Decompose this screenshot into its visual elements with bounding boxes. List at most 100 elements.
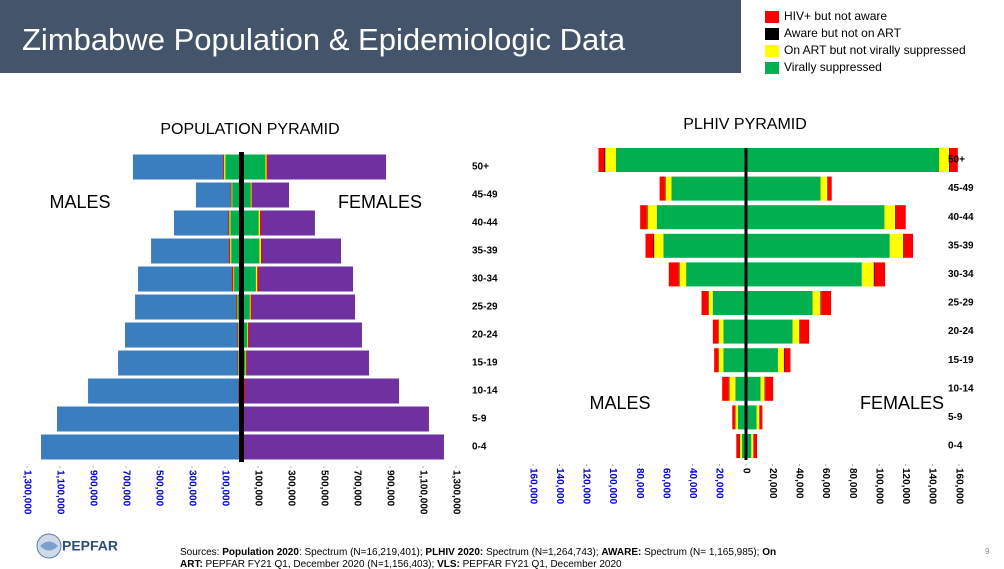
stack-segment [230,210,242,236]
stack-segment [746,434,752,458]
stack-segment [249,294,251,320]
stack-segment [241,210,259,236]
stack-segment [746,348,778,373]
stack-segment [792,319,800,344]
stack-segment [889,233,904,258]
stack-segment [735,376,746,401]
x-tick-label: 40,000 [794,468,805,499]
stack-segment [230,182,232,208]
stack-segment [233,266,235,292]
x-tick-label: 1,100,000 [54,470,65,515]
stack-segment [679,262,687,287]
legend-label: On ART but not virally suppressed [784,43,966,57]
x-tick-label: 80,000 [847,468,858,499]
x-tick-label: 20,000 [767,468,778,499]
stack-segment [241,266,256,292]
stack-segment [812,291,821,315]
legend-swatch [765,62,779,74]
stack-segment [735,405,739,430]
legend-label: Aware but not on ART [784,26,902,40]
stack-segment [746,405,757,430]
stack-segment [238,378,240,404]
legend-swatch [765,45,779,57]
stack-segment [659,176,665,201]
stack-segment [759,405,763,430]
population-bar [241,266,354,292]
x-tick-label: 120,000 [900,468,911,505]
stack-segment [732,405,735,430]
population-bar [125,322,242,348]
stack-segment [235,294,237,320]
category-label: 15-19 [472,358,498,369]
stack-segment [746,176,821,201]
stack-segment [265,154,267,180]
side-label: FEMALES [338,192,422,212]
x-tick-label: 300,000 [186,470,197,507]
category-label: 5-9 [472,414,487,425]
stack-segment [723,348,746,373]
stack-segment [238,350,239,376]
population-bar [151,238,242,264]
footer-segment: Population 2020 [222,547,299,558]
legend-label: Virally suppressed [784,60,882,74]
stack-segment [234,266,242,292]
stack-segment [827,176,832,201]
pepfar-logo: PEPFAR [36,533,118,559]
stack-segment [257,266,259,292]
category-label: 50+ [948,155,965,166]
x-tick-label: 100,000 [873,468,884,505]
stack-segment [678,262,680,287]
category-label: 30-34 [472,274,498,285]
stack-segment [729,376,736,401]
stack-segment [238,322,239,348]
population-bar [241,294,356,320]
stack-segment [266,154,268,180]
stack-segment [712,291,746,315]
stack-segment [231,182,233,208]
stack-segment [598,148,605,172]
stack-segment [243,378,245,404]
footer-segment: PLHIV 2020: [425,547,483,558]
stack-segment [765,376,774,401]
stack-segment [604,148,606,172]
x-tick-label: 60,000 [820,468,831,499]
stack-segment [224,154,226,180]
stack-segment [686,262,746,287]
population-bar [241,378,400,404]
population-bar [135,294,242,320]
stack-segment [799,319,810,344]
chart-title: POPULATION PYRAMID [160,121,339,138]
stack-segment [799,319,800,344]
stack-segment [640,205,647,230]
x-tick-label: 20,000 [714,468,725,499]
stack-segment [654,233,664,258]
x-tick-label: 120,000 [581,468,592,505]
stack-segment [241,238,260,264]
x-tick-label: 100,000 [219,470,230,507]
stack-segment [784,348,791,373]
footer-segment: AWARE: [601,547,641,558]
category-label: 25-29 [948,298,974,309]
category-label: 35-39 [472,246,498,257]
population-bar [241,350,370,376]
footer-segment: On [762,547,776,558]
stack-segment [884,205,896,230]
stack-segment [653,233,655,258]
x-tick-label: 80,000 [634,468,645,499]
x-tick-label: 140,000 [554,468,565,505]
category-label: 20-24 [472,330,498,341]
footer-segment: PEPFAR FY21 Q1, December 2020 [460,559,622,569]
stack-segment [820,291,822,315]
stack-segment [241,182,251,208]
stack-segment [647,205,657,230]
footer-line: Sources: Population 2020: Spectrum (N=16… [180,547,776,558]
logo-text: PEPFAR [62,538,118,554]
stack-segment [712,319,719,344]
category-label: 5-9 [948,412,963,423]
x-tick-label: 100,000 [252,470,263,507]
side-label: MALES [49,192,110,212]
stack-segment [245,350,247,376]
footer-segment: Spectrum (N= 1,165,985); [641,547,762,558]
stack-segment [241,322,248,348]
